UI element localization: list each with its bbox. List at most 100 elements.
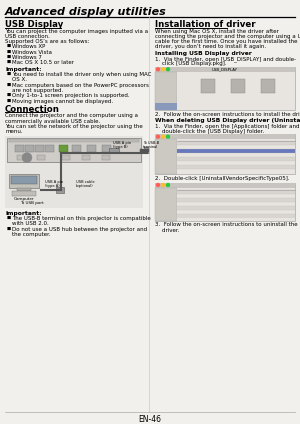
Text: ■: ■	[7, 72, 11, 76]
Text: Important:: Important:	[5, 67, 42, 72]
Text: (type B): (type B)	[113, 145, 127, 148]
Bar	[25, 145, 34, 152]
Text: ■: ■	[7, 93, 11, 97]
Text: To USB port: To USB port	[20, 201, 44, 205]
Bar	[11, 176, 37, 184]
Bar	[35, 145, 44, 152]
Bar	[177, 201, 295, 206]
Text: terminal: terminal	[143, 145, 158, 148]
Bar	[177, 139, 295, 174]
Circle shape	[161, 184, 164, 187]
Bar	[177, 209, 295, 214]
Text: You can project the computer images inputted via a: You can project the computer images inpu…	[5, 28, 148, 33]
Text: Do not use a USB hub between the projector and: Do not use a USB hub between the project…	[12, 227, 147, 232]
Bar	[5, 136, 143, 208]
Text: ■: ■	[7, 83, 11, 86]
Text: the computer.: the computer.	[12, 232, 51, 237]
Circle shape	[167, 135, 170, 138]
Bar	[59, 145, 68, 152]
Bar	[56, 187, 64, 192]
Circle shape	[157, 184, 160, 187]
Bar	[177, 141, 295, 145]
Circle shape	[157, 135, 160, 138]
Bar	[102, 155, 110, 159]
Bar	[17, 155, 25, 159]
Bar	[9, 139, 139, 142]
Bar	[144, 147, 149, 153]
Text: OS X.: OS X.	[12, 78, 27, 82]
Text: Connection: Connection	[5, 105, 60, 114]
Bar	[82, 155, 90, 159]
Text: Mac computers based on the PowerPC processors: Mac computers based on the PowerPC proce…	[12, 83, 149, 88]
Bar	[155, 72, 177, 110]
Text: USB Display: USB Display	[5, 20, 63, 29]
Text: driver, you don’t need to install it again.: driver, you don’t need to install it aga…	[155, 45, 266, 50]
Circle shape	[22, 153, 32, 162]
Text: USB connection.: USB connection.	[5, 34, 50, 39]
Text: cable for the first time. Once you have installed the: cable for the first time. Once you have …	[155, 39, 298, 44]
Text: driver.: driver.	[155, 228, 179, 233]
Bar	[177, 145, 295, 149]
Text: Installing USB Display driver: Installing USB Display driver	[155, 51, 252, 56]
Bar	[37, 155, 45, 159]
Bar	[7, 138, 141, 162]
Text: ■: ■	[7, 99, 11, 103]
Text: To USB-B: To USB-B	[143, 141, 159, 145]
Text: 2.  Follow the on-screen instructions to install the driver.: 2. Follow the on-screen instructions to …	[155, 112, 300, 117]
Text: (optional): (optional)	[76, 184, 94, 187]
Circle shape	[157, 68, 160, 71]
Text: Installation of driver: Installation of driver	[155, 20, 256, 29]
Bar	[17, 188, 31, 191]
Bar	[177, 193, 295, 198]
Bar	[177, 190, 295, 193]
Circle shape	[161, 135, 164, 138]
Bar	[155, 187, 177, 220]
Text: Mac OS X 10.5 or later: Mac OS X 10.5 or later	[12, 60, 74, 65]
Text: ■: ■	[7, 216, 11, 220]
Text: EN-46: EN-46	[139, 415, 161, 424]
Text: Windows Vista: Windows Vista	[12, 50, 52, 55]
Text: menu.: menu.	[5, 129, 22, 134]
Text: with USB 2.0.: with USB 2.0.	[12, 221, 49, 226]
Bar	[177, 206, 295, 209]
Text: You need to install the driver only when using MAC: You need to install the driver only when…	[12, 72, 152, 77]
Bar	[231, 79, 245, 93]
Bar	[177, 149, 295, 153]
Text: Windows 7: Windows 7	[12, 55, 42, 60]
Bar	[177, 161, 295, 165]
Text: Important:: Important:	[5, 211, 42, 215]
Text: Advanced display utilities: Advanced display utilities	[5, 7, 167, 17]
Text: USB A pin: USB A pin	[113, 141, 131, 145]
Bar	[12, 191, 36, 195]
Text: (type A): (type A)	[45, 184, 60, 187]
Text: Connect the projector and the computer using a: Connect the projector and the computer u…	[5, 113, 138, 118]
Text: 1.  Via the Finder, open [USB_DISPLAY] and double-: 1. Via the Finder, open [USB_DISPLAY] an…	[155, 56, 296, 62]
Bar	[109, 148, 119, 153]
Text: are not supported.: are not supported.	[12, 88, 63, 93]
Circle shape	[167, 184, 170, 187]
Text: Windows XP: Windows XP	[12, 45, 45, 50]
Text: double-click the [USB Display] folder.: double-click the [USB Display] folder.	[155, 129, 264, 134]
Bar	[87, 145, 96, 152]
Bar	[155, 139, 177, 174]
Bar	[155, 67, 295, 72]
Text: USB_DISPLAY: USB_DISPLAY	[212, 68, 238, 72]
Bar	[261, 79, 275, 93]
Text: ■: ■	[7, 55, 11, 59]
Bar	[62, 155, 70, 159]
Bar	[155, 182, 295, 187]
Bar	[72, 145, 81, 152]
Circle shape	[161, 68, 164, 71]
Circle shape	[167, 68, 170, 71]
Bar	[201, 79, 215, 93]
Bar	[9, 173, 39, 188]
Text: USB A pin: USB A pin	[45, 180, 63, 184]
Text: 2.  Double-click [UninstallVendorSpecificType05].: 2. Double-click [UninstallVendorSpecific…	[155, 176, 290, 181]
Bar	[177, 165, 295, 169]
Bar	[15, 145, 24, 152]
Text: When using Mac OS X, install the driver after: When using Mac OS X, install the driver …	[155, 28, 279, 33]
Bar	[177, 214, 295, 218]
Bar	[177, 153, 295, 157]
Text: connecting the projector and the computer using a USB: connecting the projector and the compute…	[155, 34, 300, 39]
Text: ■: ■	[7, 45, 11, 48]
